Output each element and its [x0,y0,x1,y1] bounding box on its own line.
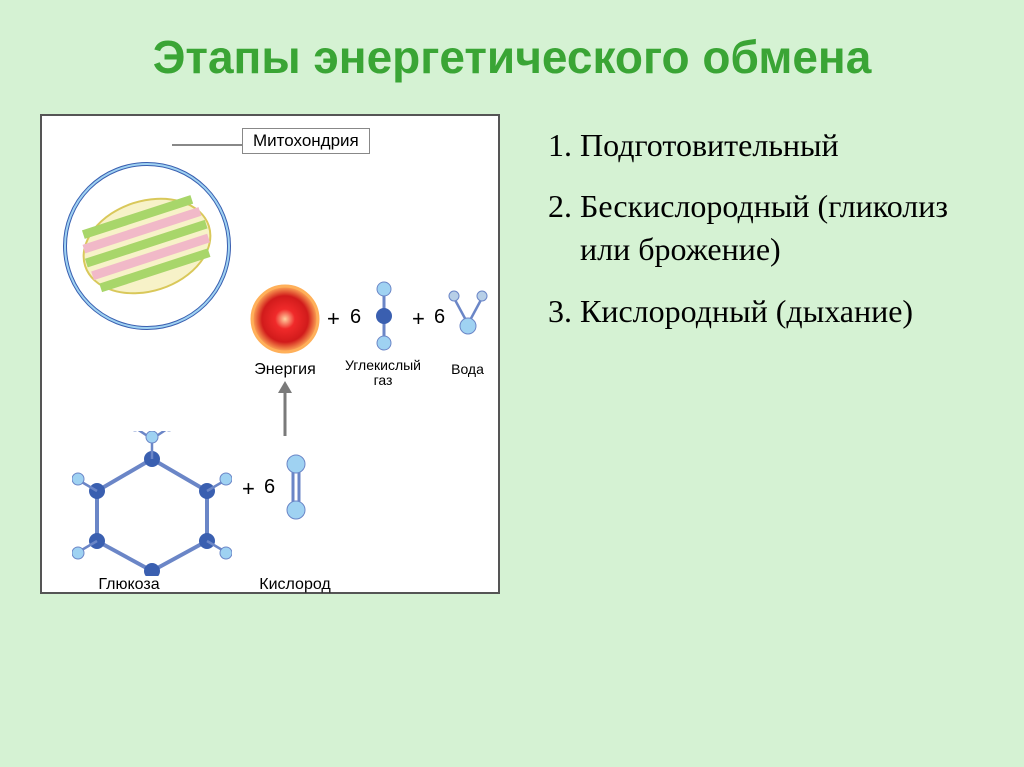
stage-item-2: Бескислородный (гликолиз или брожение) [580,185,984,271]
co2-label: Углекислый газ [342,358,424,389]
glucose-label: Глюкоза [84,576,174,594]
arrow-up-icon [278,381,292,436]
o2-icon [282,454,310,520]
energy-icon [250,284,320,354]
stage-item-1: Подготовительный [580,124,984,167]
coeff-co2: 6 [350,306,361,329]
diagram: Митохондрия [40,114,500,594]
h2o-icon [447,286,489,346]
stage-item-3: Кислородный (дыхание) [580,290,984,333]
o2-label: Кислород [240,576,350,594]
plus-sign-3: + [242,476,255,502]
slide-title: Этапы энергетического обмена [40,30,984,84]
energy-label: Энергия [250,361,320,379]
mitochondrion-label: Митохондрия [242,128,370,154]
coeff-h2o: 6 [434,306,445,329]
slide: Этапы энергетического обмена Митохондрия [0,0,1024,767]
plus-sign-2: + [412,306,425,332]
h2o-label: Вода [440,361,495,377]
coeff-o2: 6 [264,476,275,499]
content-row: Митохондрия [40,114,984,594]
mitochondrion-icon [62,161,232,331]
mitochondrion-leader-line [172,144,242,146]
stages-list: Подготовительный Бескислородный (гликоли… [530,114,984,351]
co2-icon [364,281,404,351]
glucose-icon [72,431,232,576]
plus-sign-1: + [327,306,340,332]
